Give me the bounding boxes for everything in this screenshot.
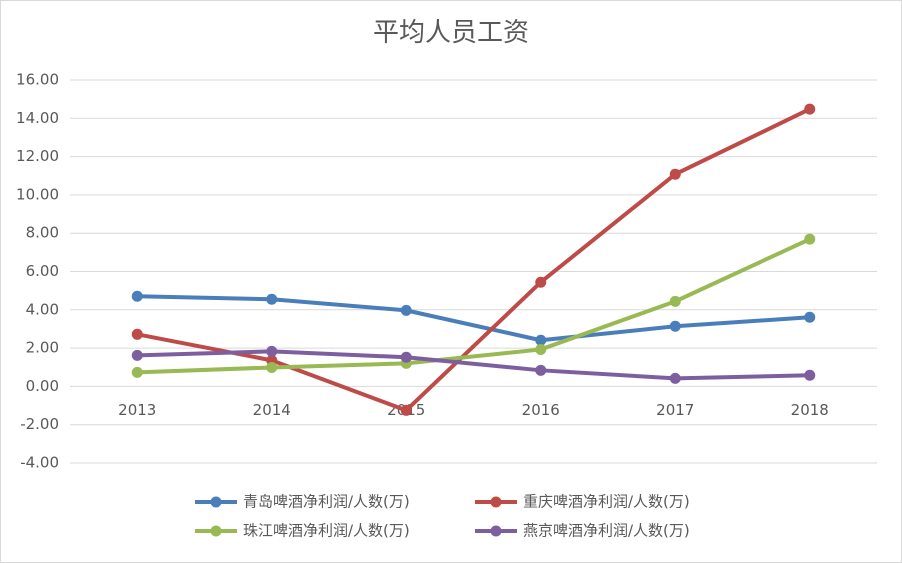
- y-tick-label: 0.00: [26, 377, 59, 395]
- point: [131, 290, 143, 302]
- point: [669, 168, 681, 180]
- y-tick-label: 8.00: [26, 224, 59, 242]
- point: [131, 366, 143, 378]
- y-tick-label: -4.00: [20, 454, 59, 472]
- legend-marker: [490, 525, 502, 537]
- x-tick-label: 2016: [522, 401, 560, 419]
- y-tick-label: 4.00: [26, 300, 59, 318]
- point: [804, 311, 816, 323]
- point: [669, 320, 681, 332]
- series-line: [135, 349, 812, 381]
- point: [669, 372, 681, 384]
- y-tick-label: 10.00: [16, 185, 59, 203]
- chart-title: 平均人员工资: [373, 18, 529, 48]
- y-tick-label: 12.00: [16, 147, 59, 165]
- point: [804, 369, 816, 381]
- legend-marker: [490, 496, 502, 508]
- legend-label: 青岛啤酒净利润/人数(万): [243, 493, 410, 511]
- series-line: [135, 294, 812, 343]
- point: [266, 361, 278, 373]
- point: [400, 351, 412, 363]
- x-tick-label: 2017: [656, 401, 694, 419]
- point: [266, 345, 278, 357]
- point: [535, 343, 547, 355]
- y-tick-label: 2.00: [26, 339, 59, 357]
- point: [400, 304, 412, 316]
- x-tick-label: 2014: [253, 401, 291, 419]
- legend-label: 珠江啤酒净利润/人数(万): [243, 522, 410, 540]
- y-tick-label: -2.00: [20, 415, 59, 433]
- point: [131, 349, 143, 361]
- y-tick-label: 14.00: [16, 109, 59, 127]
- point: [535, 334, 547, 346]
- legend-label: 燕京啤酒净利润/人数(万): [523, 522, 690, 540]
- x-tick-label: 2013: [118, 401, 156, 419]
- legend-marker: [210, 496, 222, 508]
- point: [669, 295, 681, 307]
- point: [266, 293, 278, 305]
- legend-label: 重庆啤酒净利润/人数(万): [523, 493, 690, 511]
- series-line: [135, 107, 812, 413]
- point: [131, 328, 143, 340]
- y-tick-label: 6.00: [26, 262, 59, 280]
- point: [804, 233, 816, 245]
- legend-marker: [210, 525, 222, 537]
- point: [535, 276, 547, 288]
- point: [804, 103, 816, 115]
- point: [400, 404, 412, 416]
- y-tick-label: 16.00: [16, 71, 59, 89]
- x-tick-label: 2018: [791, 401, 829, 419]
- series-line: [135, 237, 812, 375]
- point: [535, 364, 547, 376]
